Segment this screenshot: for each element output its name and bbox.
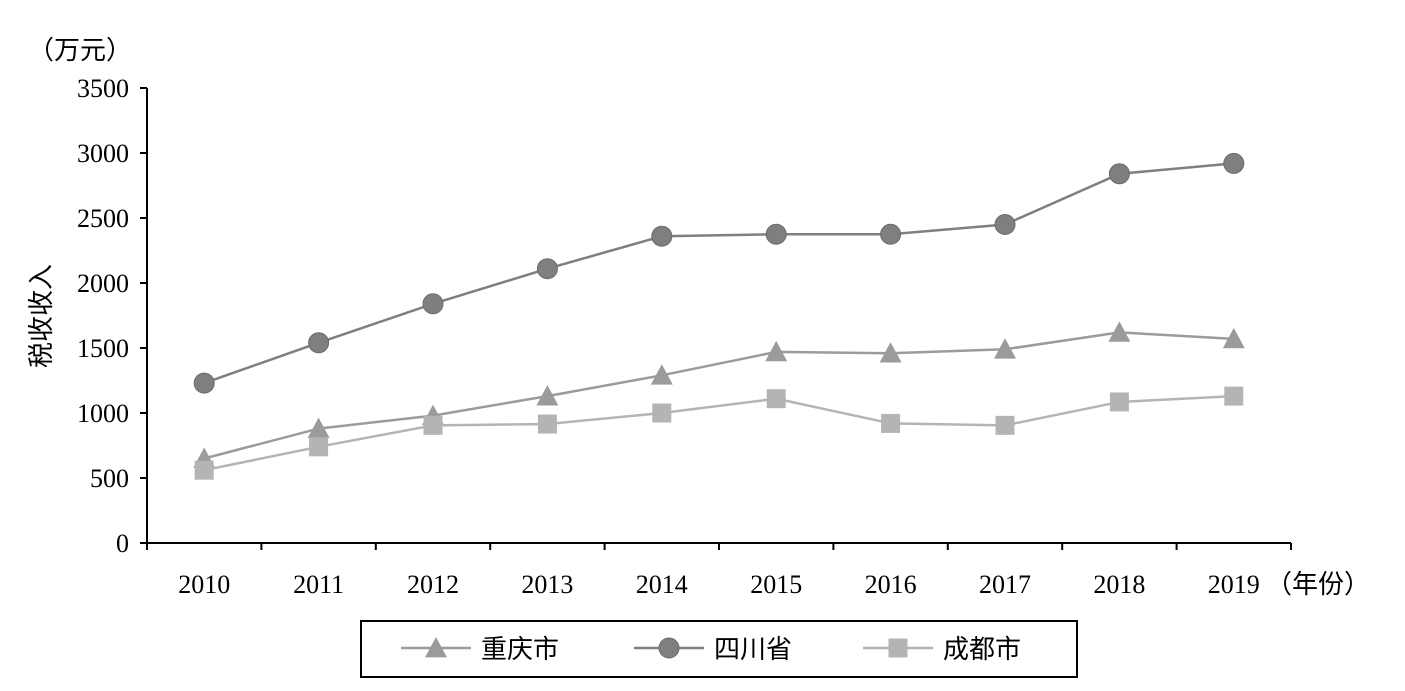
y-tick-label: 3000: [77, 139, 129, 168]
legend-box: [360, 620, 1078, 678]
data-point: [995, 415, 1015, 435]
data-point: [765, 223, 787, 245]
x-tick-label: 2015: [750, 570, 802, 599]
data-point: [309, 437, 329, 457]
y-tick-label: 3500: [77, 74, 129, 103]
data-point: [994, 214, 1016, 235]
legend-label: 重庆市: [481, 635, 559, 665]
data-point: [423, 415, 443, 435]
data-point: [1223, 152, 1245, 174]
x-tick-label: 2017: [979, 570, 1031, 599]
data-point: [307, 417, 330, 438]
series-group: [193, 152, 1245, 480]
y-axis-unit: （万元）: [28, 36, 132, 66]
x-tick-label: 2011: [293, 570, 344, 599]
data-point: [193, 372, 215, 394]
data-point: [879, 342, 902, 363]
series-square: [194, 386, 1244, 480]
data-point: [1222, 327, 1245, 349]
data-point: [994, 338, 1016, 359]
series-circle: [193, 152, 1245, 394]
legend-marker: [658, 637, 680, 659]
x-tick-label: 2012: [407, 570, 459, 599]
data-point: [650, 364, 673, 385]
data-point: [880, 223, 902, 245]
data-point: [308, 332, 330, 354]
data-point: [194, 460, 214, 480]
data-point: [1224, 386, 1244, 406]
y-axis-label: 税收收入: [27, 264, 57, 368]
y-tick-label: 500: [90, 464, 129, 493]
legend-label: 四川省: [714, 635, 792, 665]
x-tick-label: 2010: [178, 570, 230, 599]
x-tick-label: 2018: [1093, 570, 1145, 599]
legend-item: 重庆市: [401, 635, 559, 665]
x-tick-label: 2019: [1208, 570, 1260, 599]
legend-item: 成都市: [863, 635, 1021, 665]
legend-label: 成都市: [943, 635, 1021, 665]
data-point: [766, 389, 786, 409]
data-point: [1109, 392, 1129, 412]
data-point: [652, 403, 672, 423]
axes: [140, 87, 1292, 550]
y-tick-label: 1000: [77, 399, 129, 428]
legend-item: 四川省: [634, 635, 792, 665]
data-point: [881, 413, 901, 433]
x-tick-label: 2014: [636, 570, 688, 599]
y-tick-label: 2500: [77, 204, 129, 233]
series-triangle: [193, 321, 1245, 468]
data-point: [765, 340, 788, 362]
y-tick-label: 1500: [77, 334, 129, 363]
y-tick-label: 2000: [77, 269, 129, 298]
x-axis-unit: （年份）: [1266, 570, 1370, 600]
x-tick-labels: 2010 2011 2012 2013 2014 2015 2016 2017 2018 2019: [178, 570, 1260, 599]
series-line: [203, 162, 1234, 385]
legend-marker: [888, 638, 908, 658]
series-line: [203, 331, 1234, 460]
data-point: [651, 225, 673, 247]
legend-marker: [425, 637, 447, 658]
data-point: [536, 385, 559, 406]
series-line: [203, 394, 1234, 472]
data-point: [1108, 321, 1131, 342]
y-tick-labels: 0 500 1000 1500 2000 2500 3000 3500: [77, 74, 129, 558]
data-point: [422, 293, 444, 315]
x-tick-label: 2016: [865, 570, 917, 599]
data-point: [1108, 163, 1130, 185]
data-point: [537, 414, 557, 434]
y-tick-label: 0: [116, 529, 129, 558]
x-tick-label: 2013: [521, 570, 573, 599]
data-point: [536, 258, 558, 280]
legend: 重庆市 四川省 成都市: [360, 620, 1078, 678]
